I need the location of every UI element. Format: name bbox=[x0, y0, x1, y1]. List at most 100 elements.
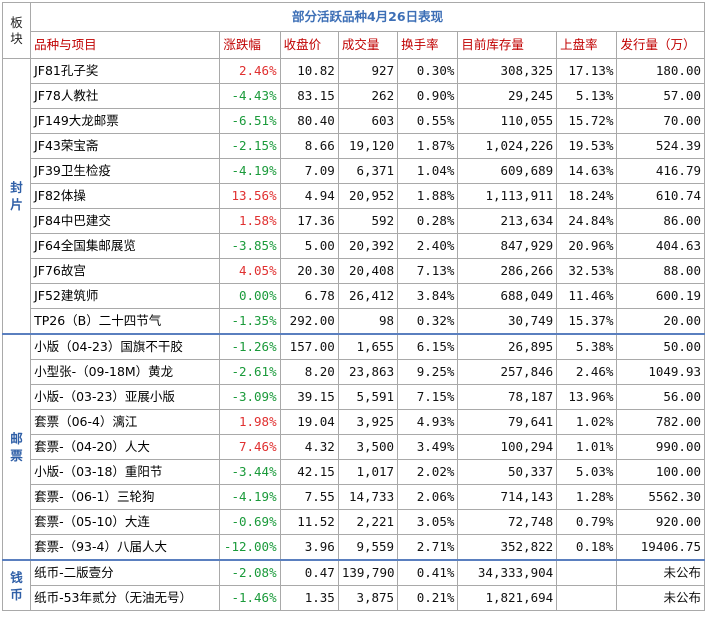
turnover-cell: 0.21% bbox=[397, 585, 459, 611]
item-name: 纸币-53年贰分（无油无号） bbox=[30, 585, 221, 611]
stock-cell: 78,187 bbox=[457, 384, 558, 410]
listing-rate-cell: 15.37% bbox=[556, 308, 618, 335]
table-row: 套票-（93-4）八届人大 -12.00% 3.96 9,559 2.71% 352,82… bbox=[3, 534, 705, 561]
volume-cell: 603 bbox=[337, 108, 399, 134]
item-name: 套票-（04-20）人大 bbox=[30, 434, 221, 460]
close-price-cell: 4.94 bbox=[279, 183, 339, 209]
table-row: JF84中巴建交 1.58% 17.36 592 0.28% 213,634 24.84% 8… bbox=[3, 208, 705, 234]
turnover-cell: 0.55% bbox=[397, 108, 459, 134]
close-price-cell: 10.82 bbox=[279, 58, 339, 84]
header-volume: 成交量 bbox=[337, 31, 399, 59]
turnover-cell: 0.90% bbox=[397, 83, 459, 109]
volume-cell: 1,655 bbox=[337, 333, 399, 360]
stock-cell: 286,266 bbox=[457, 258, 558, 284]
table-row: 小版-（03-23）亚展小版 -3.09% 39.15 5,591 7.15% 78,18… bbox=[3, 384, 705, 410]
change-cell: -4.19% bbox=[219, 484, 281, 510]
table-row: 钱币纸币-二版壹分 -2.08% 0.47 139,790 0.41% 34,333,90… bbox=[1, 559, 705, 611]
table-row: JF82体操 13.56% 4.94 20,952 1.88% 1,113,911 18.2… bbox=[3, 183, 705, 209]
close-price-cell: 4.32 bbox=[279, 434, 339, 460]
table-row: JF149大龙邮票 -6.51% 80.40 603 0.55% 110,055 15.72… bbox=[3, 108, 705, 134]
change-cell: -4.19% bbox=[219, 158, 281, 184]
close-price-cell: 17.36 bbox=[279, 208, 339, 234]
issue-cell: 86.00 bbox=[616, 208, 705, 234]
listing-rate-cell: 1.28% bbox=[556, 484, 618, 510]
header-name: 品种与项目 bbox=[30, 31, 221, 59]
table-row: 纸币-53年贰分（无油无号） -1.46% 1.35 3,875 0.21% 1,821,… bbox=[3, 585, 705, 611]
issue-cell: 990.00 bbox=[616, 434, 705, 460]
change-cell: 7.46% bbox=[219, 434, 281, 460]
item-name: JF149大龙邮票 bbox=[30, 108, 221, 134]
listing-rate-cell: 18.24% bbox=[556, 183, 618, 209]
item-name: TP26（B）二十四节气 bbox=[30, 308, 221, 335]
close-price-cell: 1.35 bbox=[279, 585, 339, 611]
volume-cell: 14,733 bbox=[337, 484, 399, 510]
listing-rate-cell: 5.03% bbox=[556, 459, 618, 485]
listing-rate-cell: 24.84% bbox=[556, 208, 618, 234]
issue-cell: 404.63 bbox=[616, 233, 705, 259]
header-turnover: 换手率 bbox=[397, 31, 459, 59]
turnover-cell: 1.04% bbox=[397, 158, 459, 184]
turnover-cell: 0.30% bbox=[397, 58, 459, 84]
item-name: 小版-（03-18）重阳节 bbox=[30, 459, 221, 485]
close-price-cell: 3.96 bbox=[279, 534, 339, 561]
listing-rate-cell: 2.46% bbox=[556, 359, 618, 385]
item-name: JF82体操 bbox=[30, 183, 221, 209]
change-cell: 13.56% bbox=[219, 183, 281, 209]
close-price-cell: 83.15 bbox=[279, 83, 339, 109]
item-name: 套票-（05-10）大连 bbox=[30, 509, 221, 535]
item-name: JF43荣宝斋 bbox=[30, 133, 221, 159]
table-row: 小型张-（09-18M）黄龙 -2.61% 8.20 23,863 9.25% 257,8… bbox=[3, 359, 705, 385]
volume-cell: 26,412 bbox=[337, 283, 399, 309]
group-label: 邮票 bbox=[1, 333, 32, 561]
stock-cell: 26,895 bbox=[457, 333, 558, 360]
listing-rate-cell: 1.02% bbox=[556, 409, 618, 435]
header-issue: 发行量（万） bbox=[616, 31, 705, 59]
change-cell: -1.46% bbox=[219, 585, 281, 611]
listing-rate-cell: 5.38% bbox=[556, 333, 618, 360]
issue-cell: 416.79 bbox=[616, 158, 705, 184]
volume-cell: 20,952 bbox=[337, 183, 399, 209]
table-row: JF78人教社 -4.43% 83.15 262 0.90% 29,245 5.13% 57.… bbox=[3, 83, 705, 109]
table-row: 套票（06-4）漓江 1.98% 19.04 3,925 4.93% 79,641 1.02… bbox=[3, 409, 705, 435]
close-price-cell: 292.00 bbox=[279, 308, 339, 335]
item-name: 小版-（03-23）亚展小版 bbox=[30, 384, 221, 410]
table-title: 部分活跃品种4月26日表现 bbox=[30, 2, 705, 32]
table-row: JF39卫生检疫 -4.19% 7.09 6,371 1.04% 609,689 14.63… bbox=[3, 158, 705, 184]
issue-cell: 未公布 bbox=[616, 559, 705, 586]
listing-rate-cell: 14.63% bbox=[556, 158, 618, 184]
stock-cell: 50,337 bbox=[457, 459, 558, 485]
listing-rate-cell bbox=[556, 585, 618, 611]
issue-cell: 未公布 bbox=[616, 585, 705, 611]
item-name: JF39卫生检疫 bbox=[30, 158, 221, 184]
stock-cell: 110,055 bbox=[457, 108, 558, 134]
change-cell: -1.26% bbox=[219, 333, 281, 360]
volume-cell: 592 bbox=[337, 208, 399, 234]
stock-cell: 847,929 bbox=[457, 233, 558, 259]
volume-cell: 23,863 bbox=[337, 359, 399, 385]
header-rate: 上盘率 bbox=[556, 31, 618, 59]
listing-rate-cell: 5.13% bbox=[556, 83, 618, 109]
change-cell: -1.35% bbox=[219, 308, 281, 335]
turnover-cell: 2.02% bbox=[397, 459, 459, 485]
table-row: JF52建筑师 0.00% 6.78 26,412 3.84% 688,049 11.46%… bbox=[3, 283, 705, 309]
volume-cell: 262 bbox=[337, 83, 399, 109]
turnover-cell: 4.93% bbox=[397, 409, 459, 435]
item-name: JF81孔子奖 bbox=[30, 58, 221, 84]
turnover-cell: 3.84% bbox=[397, 283, 459, 309]
close-price-cell: 11.52 bbox=[279, 509, 339, 535]
close-price-cell: 8.66 bbox=[279, 133, 339, 159]
listing-rate-cell: 0.18% bbox=[556, 534, 618, 561]
listing-rate-cell: 13.96% bbox=[556, 384, 618, 410]
change-cell: 2.46% bbox=[219, 58, 281, 84]
turnover-cell: 2.40% bbox=[397, 233, 459, 259]
volume-cell: 139,790 bbox=[337, 559, 399, 586]
item-name: 小型张-（09-18M）黄龙 bbox=[30, 359, 221, 385]
volume-cell: 3,875 bbox=[337, 585, 399, 611]
stock-cell: 308,325 bbox=[457, 58, 558, 84]
volume-cell: 19,120 bbox=[337, 133, 399, 159]
item-name: JF78人教社 bbox=[30, 83, 221, 109]
stock-cell: 1,821,694 bbox=[457, 585, 558, 611]
close-price-cell: 8.20 bbox=[279, 359, 339, 385]
stock-cell: 352,822 bbox=[457, 534, 558, 561]
item-name: 纸币-二版壹分 bbox=[30, 559, 221, 586]
